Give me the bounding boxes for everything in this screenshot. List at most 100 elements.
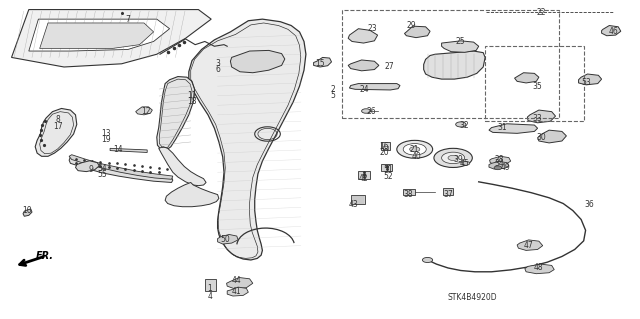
Bar	[443, 188, 453, 195]
Text: 35: 35	[532, 82, 543, 91]
Text: 42: 42	[358, 174, 369, 183]
Polygon shape	[424, 51, 485, 79]
Polygon shape	[29, 19, 170, 51]
Text: 54: 54	[97, 164, 108, 173]
Text: 12: 12	[141, 107, 150, 116]
Text: STK4B4920D: STK4B4920D	[448, 293, 498, 302]
Text: 11: 11	[188, 91, 196, 100]
Bar	[381, 164, 392, 171]
Text: 1: 1	[207, 284, 212, 293]
Text: 27: 27	[384, 63, 394, 71]
Circle shape	[462, 161, 470, 165]
Bar	[205, 279, 216, 291]
Text: 13: 13	[101, 130, 111, 138]
Polygon shape	[527, 110, 556, 123]
Bar	[403, 189, 415, 195]
Text: 26: 26	[366, 107, 376, 116]
Text: 45: 45	[460, 159, 470, 168]
Polygon shape	[218, 234, 238, 244]
Circle shape	[448, 155, 458, 160]
Text: 31: 31	[497, 123, 507, 132]
Text: 30: 30	[536, 133, 546, 142]
Circle shape	[403, 144, 426, 155]
Text: FR.: FR.	[36, 251, 54, 261]
Text: 22: 22	[536, 8, 545, 17]
Circle shape	[442, 152, 465, 164]
Text: 29: 29	[406, 21, 416, 30]
Text: 44: 44	[232, 276, 242, 285]
Polygon shape	[189, 19, 306, 260]
Polygon shape	[404, 26, 430, 38]
Polygon shape	[442, 41, 479, 52]
Circle shape	[456, 122, 466, 127]
Circle shape	[410, 147, 420, 152]
Text: 28: 28	[495, 155, 504, 164]
Polygon shape	[489, 161, 509, 169]
Text: 15: 15	[315, 59, 325, 68]
Text: 43: 43	[348, 200, 358, 209]
Text: 8: 8	[55, 115, 60, 124]
Text: 32: 32	[460, 121, 470, 130]
Polygon shape	[157, 77, 195, 150]
Polygon shape	[489, 124, 538, 133]
Text: 21: 21	[410, 145, 419, 154]
Polygon shape	[110, 148, 147, 152]
Text: 18: 18	[188, 97, 196, 106]
Text: 16: 16	[379, 142, 389, 151]
Text: 25: 25	[456, 37, 466, 46]
Text: 34: 34	[494, 159, 504, 168]
Polygon shape	[40, 23, 154, 48]
Polygon shape	[517, 240, 543, 250]
Circle shape	[397, 140, 433, 158]
Polygon shape	[349, 84, 400, 90]
Text: 23: 23	[367, 24, 378, 33]
Text: 46: 46	[608, 27, 618, 36]
Text: 50: 50	[220, 235, 230, 244]
Text: 52: 52	[383, 172, 393, 181]
Text: 53: 53	[581, 78, 591, 87]
Text: 6: 6	[215, 65, 220, 74]
Text: 41: 41	[232, 287, 242, 296]
Text: 40: 40	[411, 152, 421, 161]
Circle shape	[494, 166, 502, 170]
Bar	[351, 195, 365, 204]
Polygon shape	[230, 50, 285, 73]
Bar	[381, 142, 390, 150]
Text: 3: 3	[215, 59, 220, 68]
Text: 39: 39	[453, 155, 463, 164]
Text: 10: 10	[22, 206, 32, 215]
Text: 5: 5	[330, 91, 335, 100]
Text: 49: 49	[500, 163, 511, 172]
Text: 36: 36	[584, 200, 594, 209]
Polygon shape	[602, 26, 621, 36]
Text: 48: 48	[534, 263, 544, 272]
Polygon shape	[35, 108, 77, 156]
Circle shape	[362, 109, 371, 113]
Text: 4: 4	[207, 292, 212, 300]
Circle shape	[434, 148, 472, 167]
Text: 47: 47	[524, 241, 534, 250]
Polygon shape	[227, 287, 248, 296]
Polygon shape	[579, 74, 602, 85]
Text: 55: 55	[97, 170, 108, 179]
Polygon shape	[165, 182, 219, 207]
Text: 20: 20	[379, 148, 389, 157]
Bar	[383, 146, 388, 149]
Polygon shape	[136, 107, 152, 115]
Polygon shape	[76, 161, 99, 172]
Polygon shape	[525, 264, 554, 274]
Text: 2: 2	[330, 85, 335, 94]
Text: 7: 7	[125, 15, 131, 24]
Polygon shape	[314, 57, 332, 67]
Polygon shape	[227, 278, 253, 289]
Text: 24: 24	[360, 85, 370, 94]
Text: 37: 37	[443, 190, 453, 199]
Text: 19: 19	[101, 135, 111, 144]
Polygon shape	[490, 156, 511, 165]
Text: 14: 14	[113, 145, 124, 154]
Polygon shape	[348, 60, 379, 71]
Text: 9: 9	[88, 165, 93, 174]
Polygon shape	[159, 147, 206, 186]
Polygon shape	[12, 10, 211, 67]
Polygon shape	[348, 29, 378, 43]
